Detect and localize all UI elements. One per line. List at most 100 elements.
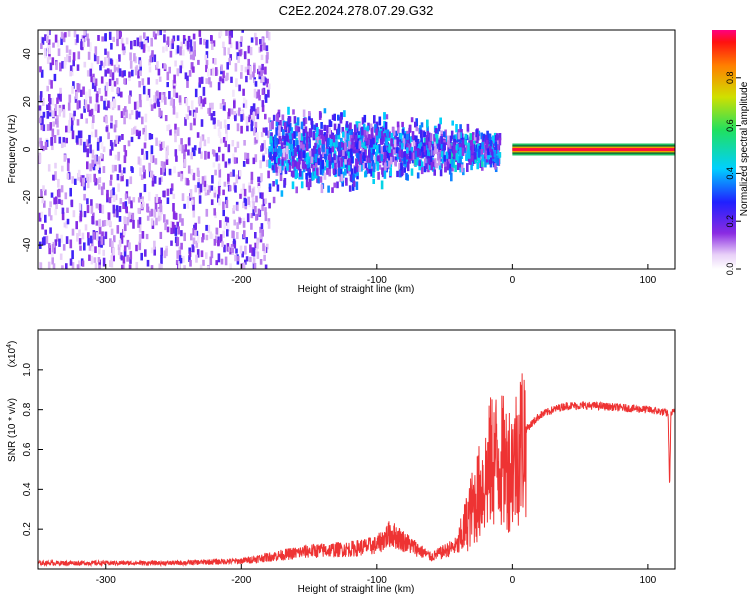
heatmap-cell xyxy=(131,212,135,222)
snr-series-line xyxy=(38,373,675,568)
heatmap-cell xyxy=(242,183,245,191)
heatmap-cell xyxy=(197,97,201,104)
heatmap-cell xyxy=(313,124,317,131)
heatmap-cell xyxy=(439,117,442,125)
heatmap-cell xyxy=(269,151,272,160)
heatmap-cell xyxy=(190,46,193,52)
heatmap-cell xyxy=(307,136,311,145)
heatmap-cell xyxy=(176,221,179,229)
heatmap-cell xyxy=(200,151,203,159)
heatmap-cell xyxy=(176,127,180,136)
heatmap-cell xyxy=(254,121,258,128)
heatmap-cell xyxy=(363,114,367,123)
heatmap-cell xyxy=(304,153,307,162)
heatmap-cell xyxy=(243,188,247,197)
heatmap-cell xyxy=(125,109,128,119)
heatmap-cell xyxy=(107,212,111,221)
heatmap-cell xyxy=(54,162,57,169)
heatmap-cell xyxy=(348,185,352,192)
heatmap-cell xyxy=(50,192,54,198)
heatmap-cell xyxy=(435,143,438,149)
heatmap-cell xyxy=(476,133,480,141)
heatmap-cell xyxy=(344,168,347,176)
heatmap-cell xyxy=(350,144,354,153)
heatmap-cell xyxy=(277,163,280,169)
heatmap-cell xyxy=(239,49,242,57)
heatmap-cell xyxy=(40,189,43,197)
heatmap-cell xyxy=(227,222,230,231)
heatmap-cell xyxy=(498,137,502,146)
heatmap-cell xyxy=(354,135,358,142)
heatmap-cell xyxy=(405,154,409,160)
heatmap-cell xyxy=(105,82,109,91)
heatmap-cell xyxy=(193,145,197,151)
heatmap-cell xyxy=(398,154,402,163)
heatmap-cell xyxy=(251,197,255,203)
heatmap-cell xyxy=(72,113,75,121)
heatmap-cell xyxy=(74,178,77,185)
heatmap-cell xyxy=(150,37,153,47)
heatmap-cell xyxy=(443,131,446,138)
heatmap-cell xyxy=(218,198,221,206)
heatmap-cell xyxy=(71,117,74,126)
heatmap-cell xyxy=(181,218,184,226)
heatmap-cell xyxy=(323,124,326,131)
heatmap-cell xyxy=(410,136,413,142)
heatmap-cell xyxy=(106,189,109,199)
heatmap-cell xyxy=(205,59,209,66)
heatmap-cell xyxy=(305,173,308,180)
heatmap-cell xyxy=(484,134,488,143)
heatmap-cell xyxy=(411,152,415,160)
heatmap-cell xyxy=(91,120,94,130)
heatmap-cell xyxy=(91,216,94,225)
heatmap-cell xyxy=(276,148,279,156)
heatmap-cell xyxy=(364,163,368,169)
heatmap-cell xyxy=(150,265,154,269)
heatmap-cell xyxy=(115,135,118,144)
heatmap-cell xyxy=(202,259,205,266)
heatmap-cell xyxy=(261,204,264,212)
heatmap-cell xyxy=(196,249,200,258)
multiplier-close: ) xyxy=(7,341,18,344)
heatmap-cell xyxy=(372,179,375,185)
heatmap-cell xyxy=(240,188,243,198)
heatmap-cell xyxy=(129,52,132,61)
heatmap-cell xyxy=(109,260,112,267)
heatmap-cell xyxy=(362,163,366,170)
heatmap-cell xyxy=(149,98,153,107)
heatmap-cell xyxy=(349,163,352,172)
heatmap-cell xyxy=(232,238,236,245)
heatmap-cell xyxy=(77,83,81,93)
heatmap-cell xyxy=(285,145,289,155)
heatmap-cell xyxy=(102,249,105,256)
heatmap-cell xyxy=(155,64,158,71)
heatmap-cell xyxy=(437,152,440,161)
heatmap-cell xyxy=(288,122,292,131)
heatmap-cell xyxy=(207,151,210,159)
heatmap-cell xyxy=(400,169,404,177)
heatmap-cell xyxy=(63,154,67,162)
heatmap-cell xyxy=(366,125,370,132)
heatmap-cell xyxy=(196,132,200,138)
heatmap-cell xyxy=(205,39,209,49)
heatmap-cell xyxy=(131,167,134,173)
heatmap-cell xyxy=(339,116,343,124)
heatmap-cell xyxy=(121,70,125,78)
heatmap-cell xyxy=(230,30,233,38)
heatmap-cell xyxy=(231,247,235,253)
heatmap-cell xyxy=(347,165,351,171)
heatmap-cell xyxy=(320,122,323,129)
heatmap-cell xyxy=(254,206,257,213)
heatmap-cell xyxy=(116,209,119,218)
heatmap-cell xyxy=(93,155,97,164)
heatmap-cell xyxy=(259,39,262,45)
heatmap-cell xyxy=(454,164,457,173)
heatmap-cell xyxy=(496,133,499,141)
heatmap-cell xyxy=(282,149,286,158)
heatmap-cell xyxy=(98,239,101,248)
heatmap-cell xyxy=(137,156,141,165)
heatmap-cell xyxy=(83,211,87,218)
heatmap-cell xyxy=(110,115,113,122)
heatmap-cell xyxy=(138,234,142,243)
